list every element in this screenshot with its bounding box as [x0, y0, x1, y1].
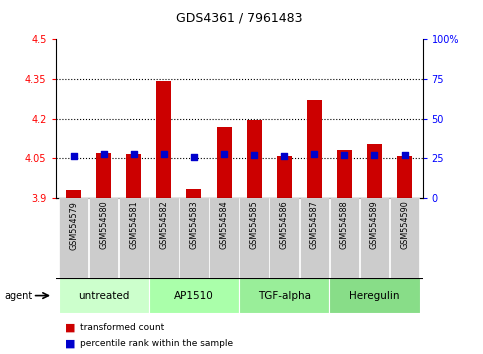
Bar	[89, 198, 118, 278]
Bar	[239, 278, 329, 313]
Point	[250, 152, 258, 158]
Bar	[59, 198, 88, 278]
Text: TGF-alpha: TGF-alpha	[258, 291, 311, 301]
Text: ■: ■	[65, 322, 76, 332]
Bar	[367, 144, 382, 198]
Bar	[240, 198, 269, 278]
Text: GSM554588: GSM554588	[340, 201, 349, 249]
Text: GSM554585: GSM554585	[250, 201, 258, 249]
Text: GSM554589: GSM554589	[370, 201, 379, 249]
Bar	[216, 127, 231, 198]
Text: GSM554590: GSM554590	[400, 201, 409, 249]
Text: Heregulin: Heregulin	[349, 291, 400, 301]
Bar	[149, 198, 179, 278]
Bar	[126, 154, 142, 198]
Text: AP1510: AP1510	[174, 291, 214, 301]
Point	[70, 154, 77, 159]
Bar	[329, 278, 420, 313]
Text: percentile rank within the sample: percentile rank within the sample	[80, 339, 233, 348]
Bar	[277, 156, 292, 198]
Point	[341, 152, 348, 158]
Bar	[360, 198, 389, 278]
Text: GSM554587: GSM554587	[310, 201, 319, 249]
Bar	[96, 153, 111, 198]
Point	[311, 152, 318, 157]
Bar	[307, 100, 322, 198]
Bar	[270, 198, 299, 278]
Bar	[58, 278, 149, 313]
Text: untreated: untreated	[78, 291, 129, 301]
Point	[370, 153, 378, 158]
Bar	[149, 278, 239, 313]
Bar	[397, 156, 412, 198]
Text: ■: ■	[65, 338, 76, 348]
Text: GSM554584: GSM554584	[220, 201, 228, 249]
Bar	[156, 81, 171, 198]
Bar	[390, 198, 419, 278]
Point	[160, 151, 168, 156]
Text: GSM554579: GSM554579	[69, 201, 78, 250]
Bar	[247, 120, 262, 198]
Point	[130, 152, 138, 157]
Point	[190, 154, 198, 159]
Bar	[330, 198, 359, 278]
Point	[220, 152, 228, 157]
Text: GSM554580: GSM554580	[99, 201, 108, 249]
Text: GSM554581: GSM554581	[129, 201, 138, 249]
Text: GSM554582: GSM554582	[159, 201, 169, 249]
Bar	[66, 190, 81, 198]
Text: transformed count: transformed count	[80, 323, 164, 332]
Bar	[186, 189, 201, 198]
Bar	[299, 198, 329, 278]
Bar	[179, 198, 209, 278]
Point	[401, 153, 409, 158]
Point	[100, 151, 108, 157]
Bar	[337, 150, 352, 198]
Point	[280, 153, 288, 159]
Text: GDS4361 / 7961483: GDS4361 / 7961483	[176, 11, 302, 24]
Bar	[209, 198, 239, 278]
Text: agent: agent	[5, 291, 33, 301]
Text: GSM554586: GSM554586	[280, 201, 289, 249]
Bar	[119, 198, 148, 278]
Text: GSM554583: GSM554583	[189, 201, 199, 249]
